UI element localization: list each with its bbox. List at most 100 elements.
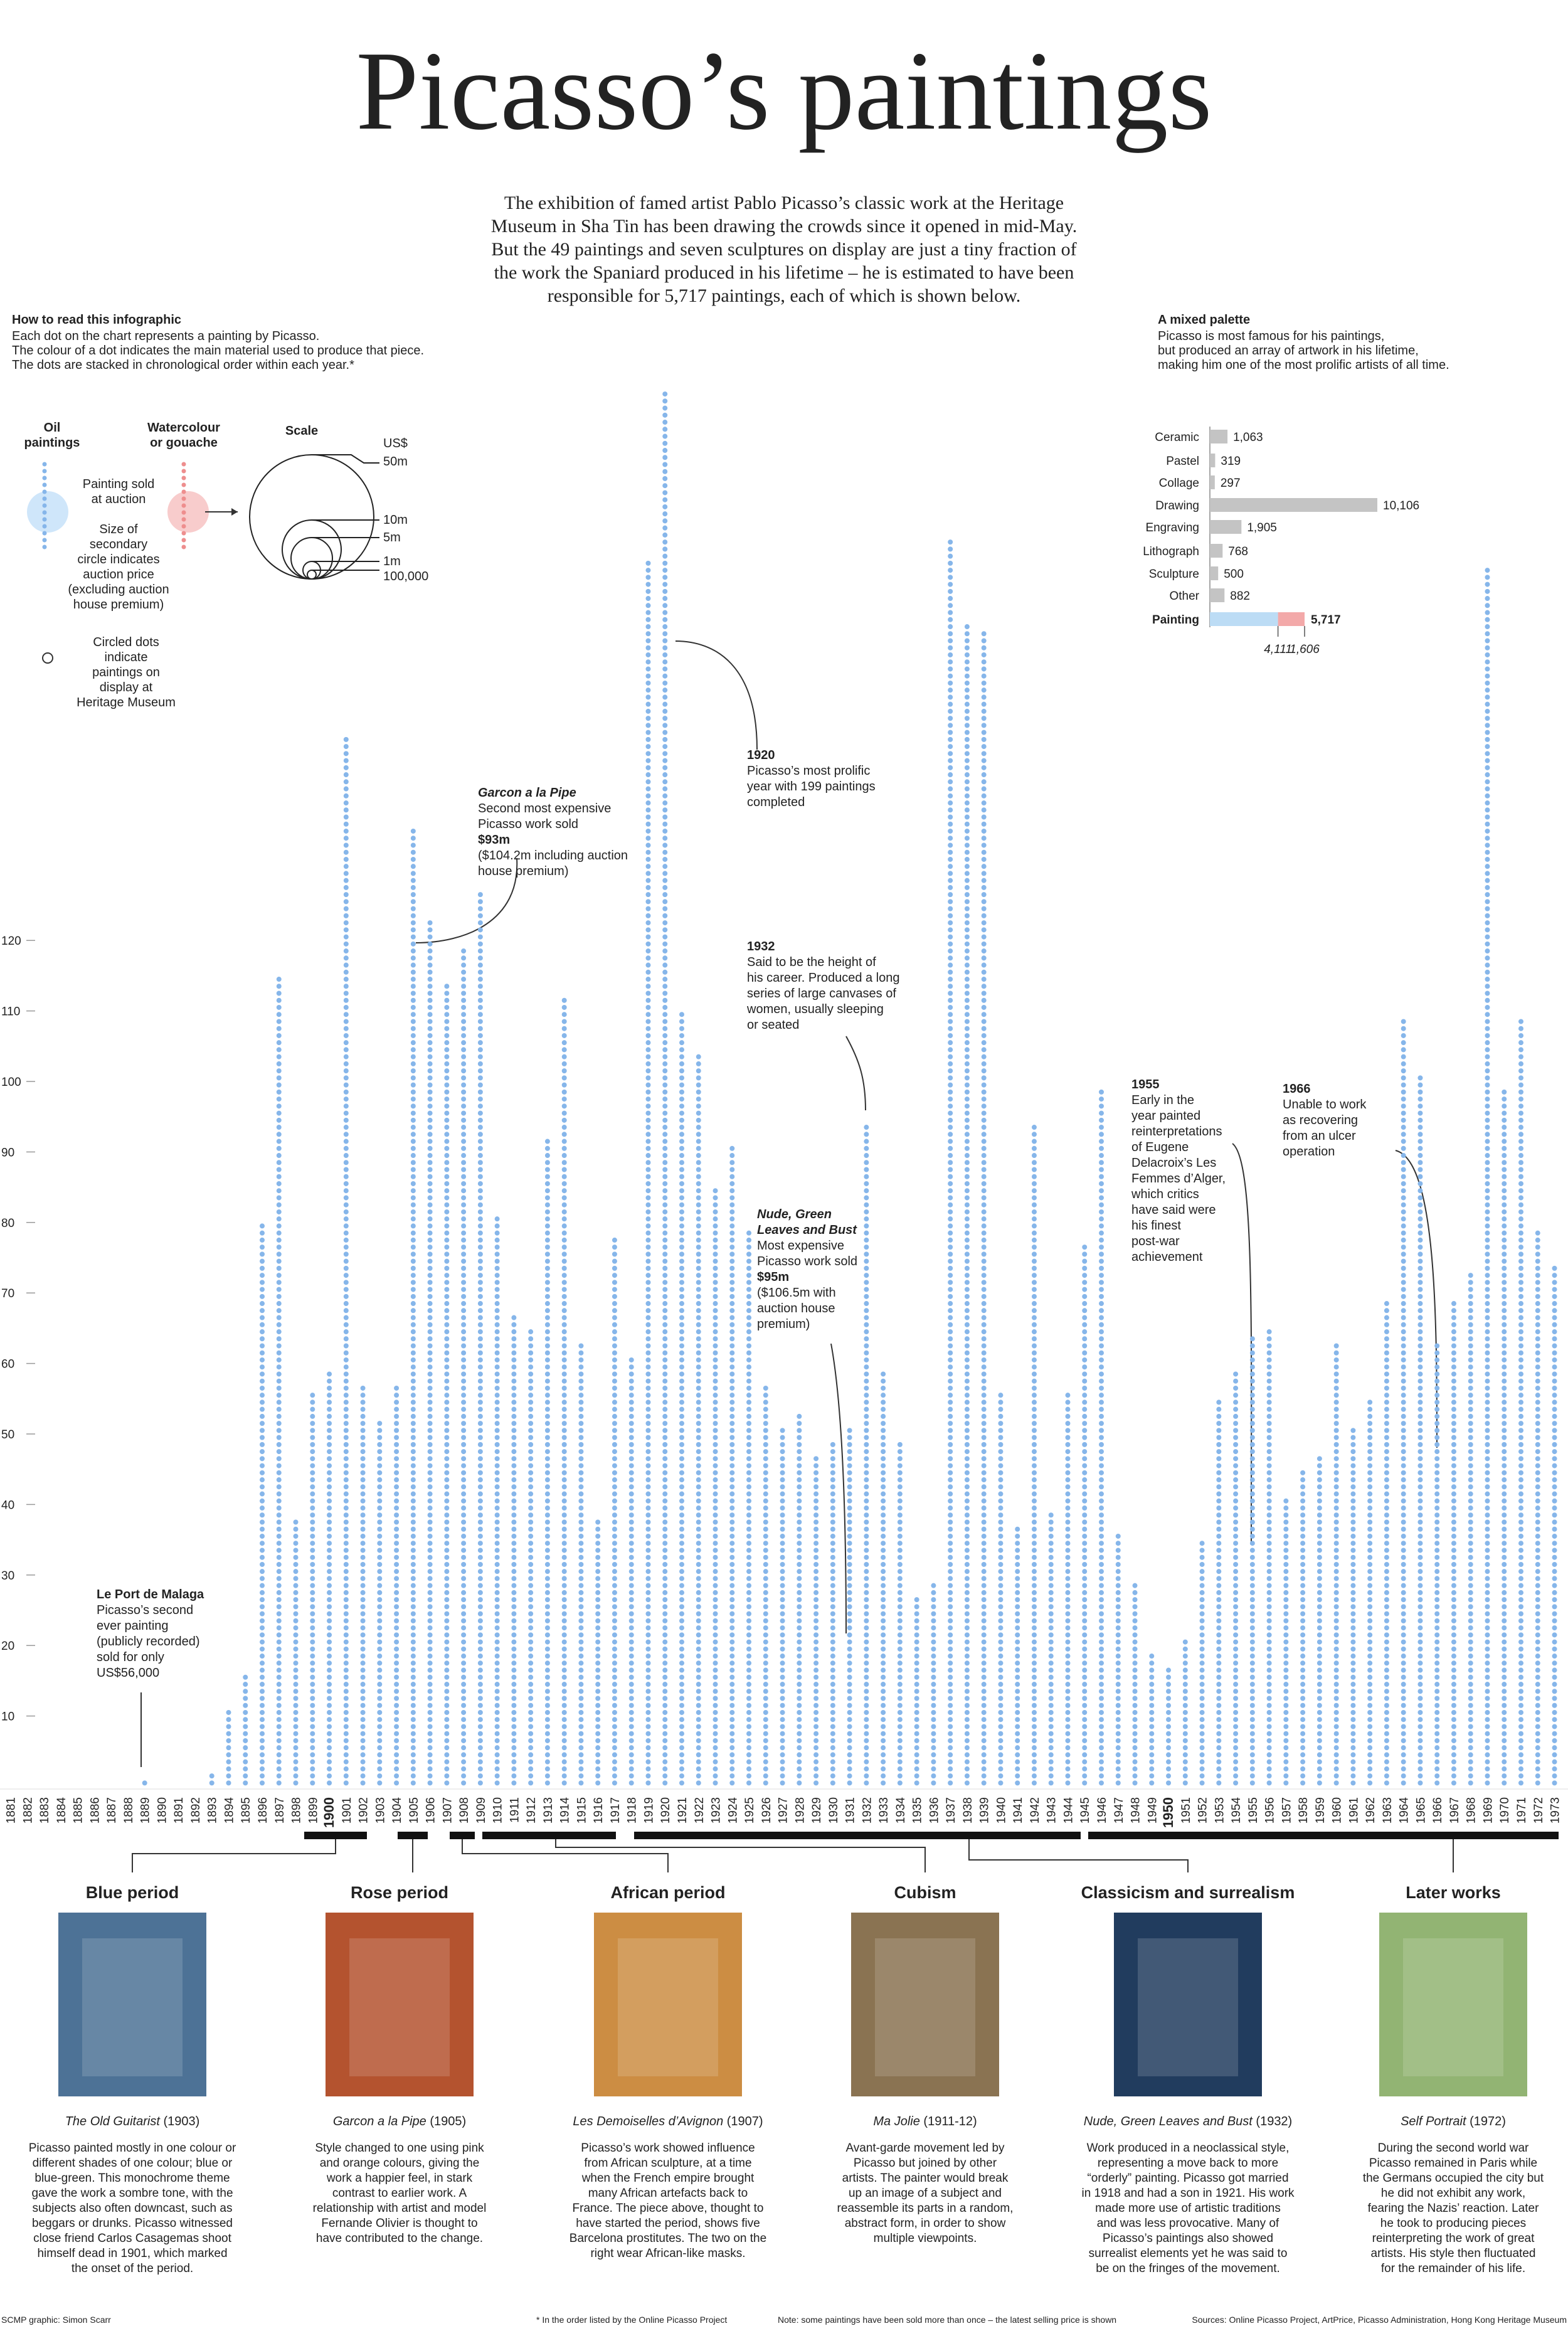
x-tick-label: 1918 — [626, 1797, 639, 1824]
annotation-line: his career. Produced a long — [747, 971, 900, 985]
x-tick-label: 1892 — [189, 1797, 203, 1824]
period-caption: Garcon a la Pipe (1905) — [333, 2115, 466, 2128]
period-year: (1911-12) — [923, 2115, 977, 2128]
period-text: from African sculpture, at a time — [584, 2157, 751, 2170]
x-tick-label: 1967 — [1448, 1797, 1461, 1824]
annotation-line: Early in the — [1131, 1093, 1194, 1107]
period-text: he took to producing pieces — [1380, 2217, 1526, 2230]
legend-graphics — [27, 454, 379, 664]
x-tick-label: 1888 — [122, 1797, 135, 1824]
annotation-line: Femmes d’Alger, — [1131, 1172, 1226, 1186]
x-tick-label: 1956 — [1264, 1797, 1277, 1824]
period-text: artists. His style then fluctuated — [1371, 2247, 1536, 2260]
legend-size: (excluding auction — [68, 583, 169, 597]
annotation-line: Leaves and Bust — [757, 1223, 857, 1237]
x-tick-label: 1955 — [1247, 1797, 1260, 1824]
period-image — [1379, 1913, 1527, 2096]
x-tick-label: 1904 — [391, 1797, 404, 1824]
x-tick-label: 1972 — [1532, 1797, 1545, 1824]
period-caption: Nude, Green Leaves and Bust (1932) — [1084, 2115, 1292, 2128]
x-tick-label: 1968 — [1465, 1797, 1478, 1824]
annotation-line: US$56,000 — [97, 1666, 159, 1680]
y-tick-label: 20 — [1, 1640, 14, 1653]
x-tick-label: 1881 — [5, 1797, 18, 1824]
x-tick-label: 1962 — [1364, 1797, 1377, 1824]
painting-segment — [1210, 612, 1278, 626]
annotation-line: 1966 — [1283, 1082, 1311, 1096]
period-heading: Cubism — [894, 1883, 956, 1902]
x-tick-label: 1897 — [273, 1797, 287, 1824]
period-work: Ma Jolie — [873, 2115, 919, 2128]
x-tick-label: 1908 — [458, 1797, 471, 1824]
intro-line: responsible for 5,717 paintings, each of… — [548, 285, 1021, 306]
period-work: The Old Guitarist — [65, 2115, 161, 2128]
period-text: be on the fringes of the movement. — [1096, 2262, 1280, 2275]
how-to-read-heading: How to read this infographic — [12, 313, 181, 327]
period-image-shade — [82, 1938, 183, 2076]
x-tick-label: 1893 — [206, 1797, 220, 1824]
period-text: Style changed to one using pink — [315, 2142, 484, 2155]
period-text: different shades of one colour; blue or — [33, 2157, 233, 2170]
x-tick-label: 1945 — [1079, 1797, 1092, 1824]
period-image — [851, 1913, 999, 2096]
period-text: relationship with artist and model — [313, 2202, 487, 2215]
annotation-line: $93m — [478, 833, 510, 847]
legend-circled: indicate — [105, 650, 148, 664]
annotation-line: his finest — [1131, 1219, 1181, 1233]
period-text: subjects also often downcast, such as — [33, 2202, 233, 2215]
annotation-line: auction house — [757, 1302, 835, 1315]
period-text: many African artefacts back to — [588, 2187, 748, 2200]
period-year: (1903) — [163, 2115, 199, 2128]
x-tick-label: 1958 — [1297, 1797, 1310, 1824]
period-caption: Les Demoiselles d’Avignon (1907) — [573, 2115, 763, 2128]
period-year: (1907) — [727, 2115, 763, 2128]
period-heading: Rose period — [351, 1883, 448, 1902]
x-tick-label: 1911 — [508, 1797, 521, 1823]
period-year: (1932) — [1256, 2115, 1292, 2128]
legend-size: secondary — [90, 538, 147, 551]
annotation-line: (publicly recorded) — [97, 1635, 200, 1649]
period-heading: African period — [610, 1883, 725, 1902]
x-tick-label: 1912 — [525, 1797, 538, 1824]
period-text: Work produced in a neoclassical style, — [1087, 2142, 1290, 2155]
legend-scale-label: 50m — [383, 455, 408, 469]
legend-scale-circles — [249, 454, 379, 580]
legend-circled-dot — [42, 652, 53, 664]
y-tick-label: 30 — [1, 1569, 14, 1583]
x-tick-label: 1959 — [1314, 1797, 1327, 1824]
annotation-line: Picasso work sold — [478, 817, 578, 831]
annotation-line: sold for only — [97, 1650, 164, 1664]
period-text: Picasso’s paintings also showed — [1103, 2232, 1273, 2245]
inset-subtitle: Picasso is most famous for his paintings… — [1158, 329, 1384, 343]
x-tick-label: 1900 — [321, 1797, 337, 1828]
inset-category: Ceramic — [1155, 431, 1199, 444]
inset-bar — [1210, 544, 1223, 558]
inset-bar — [1210, 566, 1219, 580]
period-text: France. The piece above, thought to — [573, 2202, 764, 2215]
x-tick-label: 1920 — [659, 1797, 672, 1824]
footer-text: * In the order listed by the Online Pica… — [536, 2315, 727, 2325]
inset-bar — [1210, 498, 1377, 512]
legend-size: house premium) — [73, 598, 164, 612]
x-tick-label: 1948 — [1130, 1797, 1143, 1824]
x-tick-label: 1913 — [542, 1797, 555, 1824]
y-tick-label: 60 — [1, 1358, 14, 1371]
x-tick-label: 1914 — [559, 1797, 572, 1824]
legend-water-label: Watercolour — [147, 421, 220, 435]
annotation-line: 1955 — [1131, 1078, 1160, 1091]
inset-category: Drawing — [1155, 499, 1199, 512]
annotation-line: Second most expensive — [478, 802, 611, 815]
inset-subtitle: but produced an array of artwork in his … — [1158, 344, 1419, 358]
inset-bar — [1210, 454, 1216, 467]
x-tick-label: 1935 — [911, 1797, 924, 1824]
annotation-line: year with 199 paintings — [747, 780, 876, 794]
period-text: made more use of artistic traditions — [1095, 2202, 1281, 2215]
annotation-line: premium) — [757, 1317, 810, 1331]
y-tick-label: 10 — [1, 1711, 14, 1724]
x-tick-label: 1906 — [425, 1797, 438, 1824]
period-image — [326, 1913, 474, 2096]
annotation-line: series of large canvases of — [747, 987, 896, 1001]
period-text: reassemble its parts in a random, — [837, 2202, 1014, 2215]
